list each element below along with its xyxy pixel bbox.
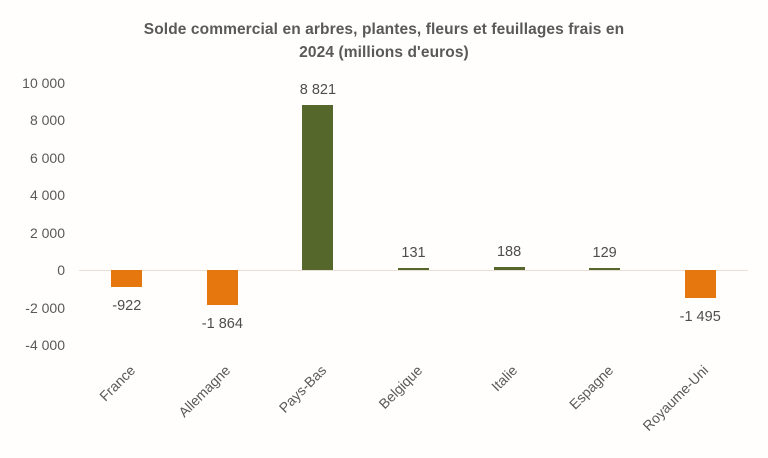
bar-allemagne bbox=[206, 270, 238, 306]
bar-belgique bbox=[398, 267, 429, 271]
zero-axis-line bbox=[79, 269, 748, 272]
y-axis-tick-label: 8 000 bbox=[29, 112, 65, 129]
bar-espagne bbox=[589, 267, 621, 271]
bar-value-label-allemagne: -1 864 bbox=[201, 316, 243, 333]
bar-value-label-espagne: 129 bbox=[592, 244, 617, 261]
x-axis-label-espagne: Espagne bbox=[565, 362, 616, 413]
x-axis-label-allemagne: Allemagne bbox=[175, 362, 234, 421]
bar-value-label-belgique: 131 bbox=[401, 244, 426, 261]
chart-title: Solde commercial en arbres, plantes, fle… bbox=[0, 18, 768, 64]
bar-italie bbox=[493, 266, 525, 271]
y-axis-tick-label: 10 000 bbox=[22, 75, 65, 91]
chart-title-line-1: Solde commercial en arbres, plantes, fle… bbox=[143, 21, 625, 38]
y-axis-tick-label: -2 000 bbox=[25, 299, 65, 316]
bar-value-label-italie: 188 bbox=[496, 243, 522, 260]
chart-title-line-2: 2024 (millions d'euros) bbox=[299, 44, 469, 61]
y-axis-tick-label: 2 000 bbox=[29, 224, 65, 241]
bar-value-label-france: -922 bbox=[112, 298, 142, 315]
y-axis-tick-label: -4 000 bbox=[25, 337, 65, 353]
bar-france bbox=[111, 270, 143, 288]
x-axis-label-italie: Italie bbox=[488, 362, 521, 395]
x-axis-label-pays-bas: Pays-Bas bbox=[275, 362, 330, 416]
bar-royaume-uni bbox=[684, 270, 716, 299]
x-axis-label-france: France bbox=[95, 362, 139, 405]
y-axis-tick-label: 6 000 bbox=[29, 149, 65, 166]
x-axis-label-royaume-uni: Royaume-Uni bbox=[639, 362, 712, 434]
bar-value-label-royaume-uni: -1 495 bbox=[679, 309, 721, 326]
x-axis-label-belgique: Belgique bbox=[374, 362, 425, 412]
bar-pays-bas bbox=[302, 105, 334, 271]
bar-value-label-pays-bas: 8 821 bbox=[299, 82, 337, 99]
y-axis-tick-label: 0 bbox=[57, 262, 65, 279]
y-axis-tick-label: 4 000 bbox=[29, 187, 65, 204]
